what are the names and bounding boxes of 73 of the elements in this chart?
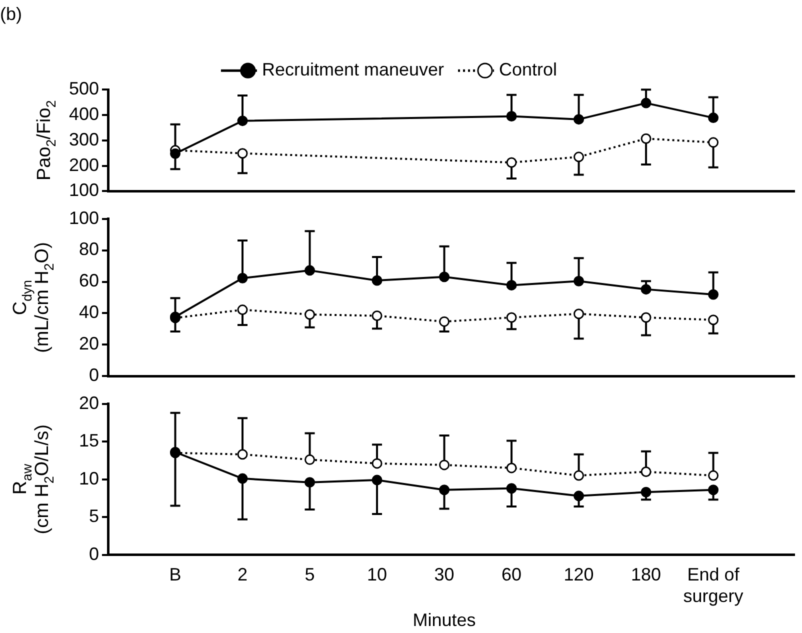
y-tick-label: 10 <box>78 468 99 488</box>
point <box>708 470 719 481</box>
point <box>372 474 382 486</box>
x-tick-label: 120 <box>564 564 594 585</box>
y-tick-label: 200 <box>68 154 99 175</box>
x-tick-label: 5 <box>304 564 315 585</box>
point <box>708 112 719 124</box>
point <box>304 454 316 465</box>
point <box>304 309 316 320</box>
point <box>439 316 450 327</box>
point <box>574 152 584 162</box>
point <box>237 272 248 284</box>
point <box>506 483 517 494</box>
y-tick-label: 20 <box>78 334 99 354</box>
point <box>640 312 652 323</box>
point <box>574 114 584 125</box>
point <box>506 312 517 323</box>
point <box>237 148 248 159</box>
y-tick-label: 0 <box>88 544 99 564</box>
point <box>439 272 450 282</box>
point <box>372 458 382 469</box>
point <box>304 477 316 488</box>
y-tick-label: 15 <box>78 430 99 451</box>
point <box>506 157 517 168</box>
x-tick-label: 60 <box>502 564 522 585</box>
point <box>640 98 652 108</box>
point <box>506 462 517 474</box>
point <box>237 449 248 460</box>
point <box>237 304 248 316</box>
x-axis-title: Minutes <box>412 610 476 630</box>
point <box>372 310 382 322</box>
point <box>439 484 450 496</box>
y-tick-label: 500 <box>68 78 99 99</box>
point <box>708 314 719 326</box>
point <box>372 275 382 286</box>
point <box>574 470 584 481</box>
x-tick-label: 180 <box>631 564 662 585</box>
point <box>640 284 652 295</box>
x-tick-label: End of surgery <box>683 564 744 606</box>
point <box>506 111 517 122</box>
y-tick-label: 40 <box>78 302 99 322</box>
point <box>708 484 719 496</box>
point <box>640 133 652 144</box>
point <box>506 280 517 290</box>
y-tick-label: 0 <box>88 365 99 386</box>
y-tick-label: 5 <box>88 506 99 526</box>
chart-title: (b) <box>0 4 22 24</box>
point <box>640 466 652 477</box>
y-tick-label: 20 <box>78 392 99 413</box>
y-tick-label: 100 <box>68 180 99 200</box>
legend-label: Control <box>499 60 558 80</box>
point <box>574 490 584 502</box>
point <box>708 137 719 148</box>
point <box>640 486 652 498</box>
y-tick-label: 80 <box>78 239 99 260</box>
point <box>439 460 450 470</box>
y-axis-title: Pao2/Fio2 <box>34 100 58 181</box>
x-tick-label: B <box>169 564 182 585</box>
legend-label: Recruitment maneuver <box>262 60 444 80</box>
y-tick-label: 60 <box>78 270 99 291</box>
point <box>237 473 248 484</box>
point <box>170 148 181 159</box>
x-tick-label: 30 <box>434 564 454 585</box>
point <box>574 276 584 286</box>
point <box>304 265 316 276</box>
point <box>237 116 248 126</box>
x-tick-label: 2 <box>238 564 248 585</box>
x-tick-label: 10 <box>367 564 388 585</box>
y-tick-label: 300 <box>68 129 99 150</box>
point <box>574 308 584 320</box>
y-tick-label: 400 <box>68 104 99 124</box>
point <box>708 289 719 300</box>
y-tick-label: 100 <box>68 208 99 228</box>
